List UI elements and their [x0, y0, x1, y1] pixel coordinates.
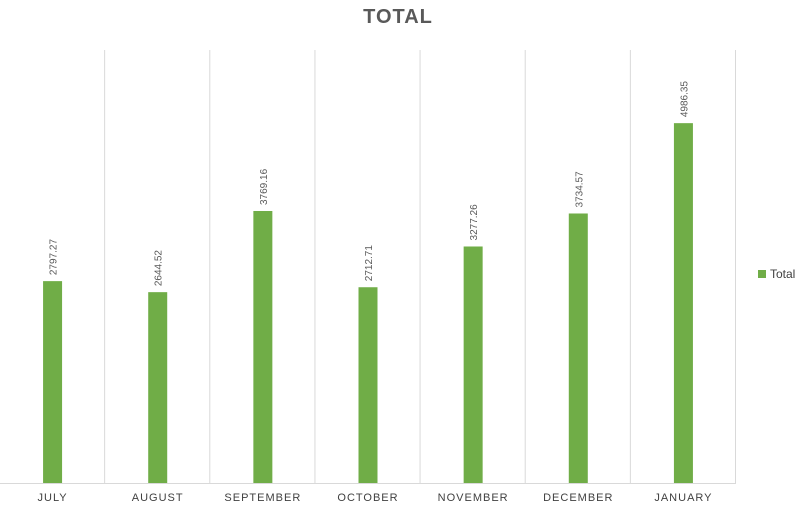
data-label: 2712.71 — [364, 245, 375, 282]
x-tick-label: OCTOBER — [337, 492, 398, 504]
x-tick-label: JULY — [38, 492, 68, 504]
bar — [568, 213, 588, 483]
bar — [358, 287, 378, 483]
bar — [148, 292, 168, 483]
data-label: 3734.57 — [574, 171, 585, 208]
bar — [253, 210, 273, 483]
data-label: 3277.26 — [469, 204, 480, 241]
data-label: 2644.52 — [154, 250, 165, 287]
data-label: 2797.27 — [49, 239, 60, 276]
data-label: 3769.16 — [259, 168, 270, 205]
data-label: 4986.35 — [679, 81, 690, 118]
x-tick-label: DECEMBER — [543, 492, 613, 504]
legend: Total — [758, 267, 795, 281]
bar — [43, 281, 63, 483]
bar — [673, 123, 693, 484]
chart-title: TOTAL — [363, 6, 433, 28]
x-tick-label: NOVEMBER — [438, 492, 509, 504]
x-tick-label: SEPTEMBER — [224, 492, 301, 504]
bar — [463, 246, 483, 483]
legend-label: Total — [770, 267, 796, 281]
x-tick-label: AUGUST — [132, 492, 184, 504]
x-tick-label: JANUARY — [654, 492, 712, 504]
legend-swatch — [758, 270, 766, 278]
